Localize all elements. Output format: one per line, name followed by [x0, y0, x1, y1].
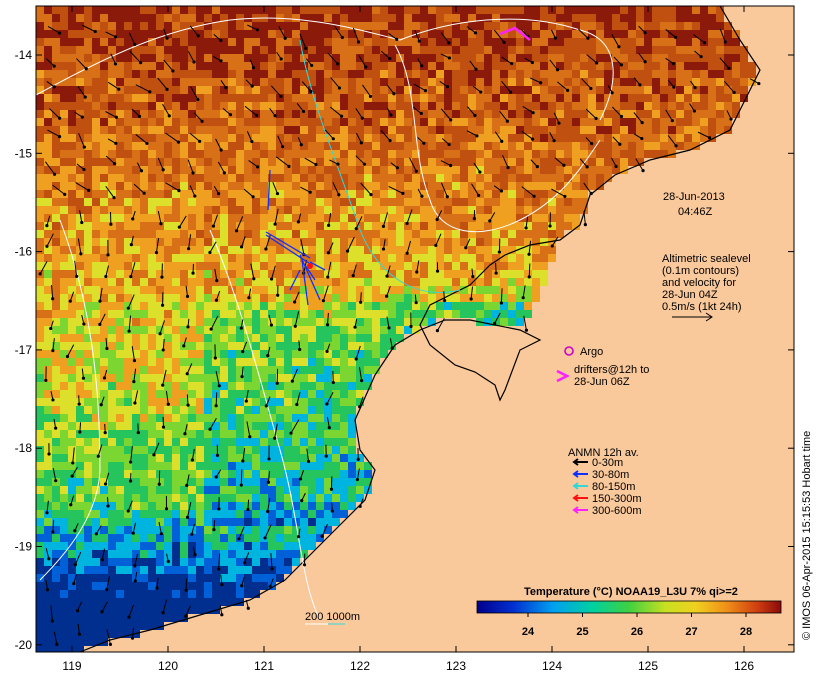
- y-axis: -14 -15 -16 -17 -18 -19 -20: [15, 48, 794, 652]
- drifters-legend: drifters@12h to 28-Jun 06Z: [556, 364, 649, 388]
- anmn-legend-item: 300-600m: [572, 505, 642, 517]
- y-tick-label: -17: [15, 343, 33, 357]
- sealevel-contour: [39, 219, 101, 581]
- y-tick-label: -19: [15, 540, 33, 554]
- x-tick-label: 124: [542, 659, 562, 673]
- timestamp-date: 28-Jun-2013: [663, 191, 725, 203]
- altimetry-legend: Altimetric sealevel (0.1m contours) and …: [662, 253, 751, 322]
- timestamp-time: 04:46Z: [678, 206, 713, 218]
- anmn-legend: ANMN 12h av. 0-30m30-80m80-150m150-300m3…: [568, 447, 642, 517]
- colorbar-gradient: [476, 600, 782, 614]
- drifter-track: [499, 26, 531, 41]
- plot-frame: [35, 5, 795, 653]
- y-tick-label: -15: [15, 146, 33, 160]
- x-tick-label: 121: [254, 659, 274, 673]
- coastline: [79, 6, 761, 652]
- anmn-mooring-red: [307, 263, 313, 269]
- colorbar-tick-label: 25: [576, 626, 588, 638]
- colorbar: Temperature (°C) NOAA19_L3U 7% qi>=2 24 2…: [476, 586, 782, 638]
- x-tick-label: 126: [734, 659, 754, 673]
- x-tick-label: 122: [350, 659, 370, 673]
- velocity-arrows: [38, 24, 761, 647]
- anmn-legend-item: 80-150m: [572, 481, 635, 493]
- sealevel-contour: [209, 229, 321, 621]
- side-credit: © IMOS 06-Apr-2015 15:15:53 Hobart time: [801, 431, 813, 640]
- scale-arrow-head: [705, 312, 713, 322]
- x-tick-label: 125: [638, 659, 658, 673]
- colorbar-tick-label: 28: [740, 626, 752, 638]
- y-tick-label: -20: [15, 638, 33, 652]
- colorbar-tick-label: 26: [631, 626, 643, 638]
- x-tick-label: 123: [446, 659, 466, 673]
- y-tick-label: -18: [15, 441, 33, 455]
- sealevel-contour: [299, 39, 461, 293]
- x-tick-label: 120: [158, 659, 178, 673]
- anmn-legend-item: 0-30m: [572, 457, 623, 469]
- x-tick-label: 119: [62, 659, 81, 673]
- anmn-cluster: [265, 169, 326, 306]
- sealevel-contour: [394, 44, 601, 233]
- drifter-marker: [556, 369, 570, 383]
- y-tick-label: -16: [15, 245, 33, 259]
- depth-legend: 200 1000m: [305, 611, 360, 625]
- colorbar-tick-label: 24: [522, 626, 535, 638]
- argo-legend: Argo: [564, 346, 603, 358]
- sst-raster: [36, 6, 756, 652]
- y-tick-label: -14: [15, 48, 33, 62]
- argo-marker: [564, 346, 574, 356]
- anmn-legend-item: 150-300m: [572, 493, 642, 505]
- colorbar-tick-label: 27: [685, 626, 697, 638]
- x-axis: 119 120 121 122 123 124 125 126: [62, 6, 754, 673]
- anmn-legend-item: 30-80m: [572, 469, 629, 481]
